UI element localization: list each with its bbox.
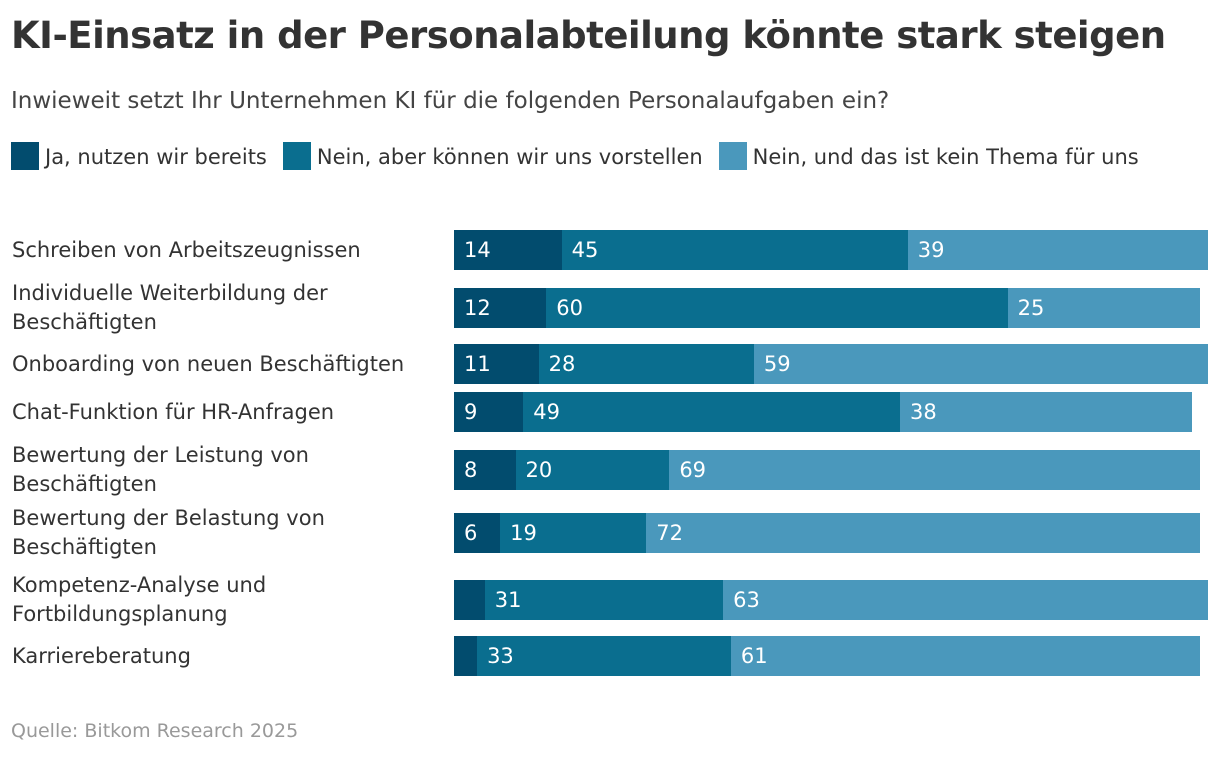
data-label: 60 [556, 296, 583, 320]
stacked-bar: 31 63 [454, 580, 1208, 620]
legend-item: Ja, nutzen wir bereits [11, 142, 267, 170]
bar-segment [454, 636, 478, 676]
stacked-bar: 6 19 72 [454, 513, 1200, 553]
category-label: Onboarding von neuen Beschäftigten [12, 351, 405, 376]
data-label: 11 [464, 352, 491, 376]
legend-item: Nein, aber können wir uns vorstellen [282, 142, 703, 170]
stacked-bar: 8 20 69 [454, 450, 1200, 490]
data-label: 6 [464, 521, 478, 545]
category-label: Karriereberatung [12, 643, 191, 668]
bar-segment [454, 580, 485, 620]
bar-segment: 11 [454, 344, 539, 384]
data-label: 12 [464, 296, 491, 320]
data-label: 9 [464, 400, 478, 424]
data-label: 14 [464, 238, 491, 262]
bar-segment: 6 [454, 513, 501, 553]
legend-label: Ja, nutzen wir bereits [45, 145, 267, 169]
bar-segment: 69 [669, 450, 1200, 490]
bar-segment: 8 [454, 450, 516, 490]
data-label: 31 [494, 588, 522, 612]
category-label: Schreiben von Arbeitszeugnissen [12, 237, 361, 262]
stacked-bar: 14 45 39 [454, 230, 1208, 270]
legend-label: Nein, und das ist kein Thema für uns [752, 145, 1139, 169]
legend-label: Nein, aber können wir uns vorstellen [316, 145, 703, 169]
stacked-bar: 33 61 [454, 636, 1200, 676]
data-label: 25 [1017, 296, 1045, 320]
bar-segment: 72 [646, 513, 1200, 553]
legend-swatch [282, 142, 311, 170]
bar-segment: 59 [753, 344, 1208, 384]
chart-title: KI-Einsatz in der Personalabteilung könn… [11, 14, 1166, 57]
bar-segment: 12 [454, 288, 547, 328]
data-label: 19 [510, 521, 537, 545]
data-label: 28 [548, 352, 576, 376]
bar-segment: 39 [907, 230, 1208, 270]
data-label: 69 [679, 458, 707, 482]
bar-segment: 31 [484, 580, 724, 620]
data-label: 49 [533, 400, 560, 424]
source-note: Quelle: Bitkom Research 2025 [11, 720, 299, 742]
bar-segment: 20 [515, 450, 670, 490]
bar-segment: 38 [900, 392, 1193, 432]
legend: Ja, nutzen wir bereits Nein, aber können … [11, 140, 1191, 174]
data-label: 39 [917, 238, 945, 262]
bar-segment: 25 [1007, 288, 1200, 328]
bar-segment: 45 [561, 230, 908, 270]
data-label: 45 [571, 238, 599, 262]
data-label: 72 [656, 521, 683, 545]
data-label: 61 [740, 644, 768, 668]
stacked-bar: 11 28 59 [454, 344, 1208, 384]
data-label: 8 [464, 458, 478, 482]
data-label: 33 [487, 644, 514, 668]
bar-segment: 9 [454, 392, 524, 432]
data-label: 63 [733, 588, 760, 612]
category-label: Kompetenz-Analyse und Fortbildungsplanun… [12, 573, 267, 626]
bar-segment: 60 [546, 288, 1008, 328]
bar-segment: 49 [523, 392, 900, 432]
stacked-bar: 9 49 38 [454, 392, 1193, 432]
bar-segment: 19 [500, 513, 647, 553]
bar-segment: 28 [538, 344, 754, 384]
category-label: Bewertung der Belastung von Beschäftigte… [12, 506, 325, 559]
data-label: 59 [763, 352, 791, 376]
category-label: Individuelle Weiterbildung der Beschäfti… [12, 281, 328, 334]
bar-segment: 63 [723, 580, 1208, 620]
data-label: 38 [910, 400, 937, 424]
bar-segment: 61 [730, 636, 1200, 676]
chart-subtitle: Inwieweit setzt Ihr Unternehmen KI für d… [11, 88, 890, 114]
legend-item: Nein, und das ist kein Thema für uns [718, 142, 1139, 170]
legend-swatch [718, 142, 747, 170]
category-label: Chat-Funktion für HR-Anfragen [12, 399, 335, 424]
category-label: Bewertung der Leistung von Beschäftigten [12, 443, 309, 496]
bar-segment: 33 [477, 636, 731, 676]
bar-segment: 14 [454, 230, 562, 270]
legend-swatch [11, 142, 39, 170]
stacked-bar: 12 60 25 [454, 288, 1200, 328]
data-label: 20 [525, 458, 553, 482]
